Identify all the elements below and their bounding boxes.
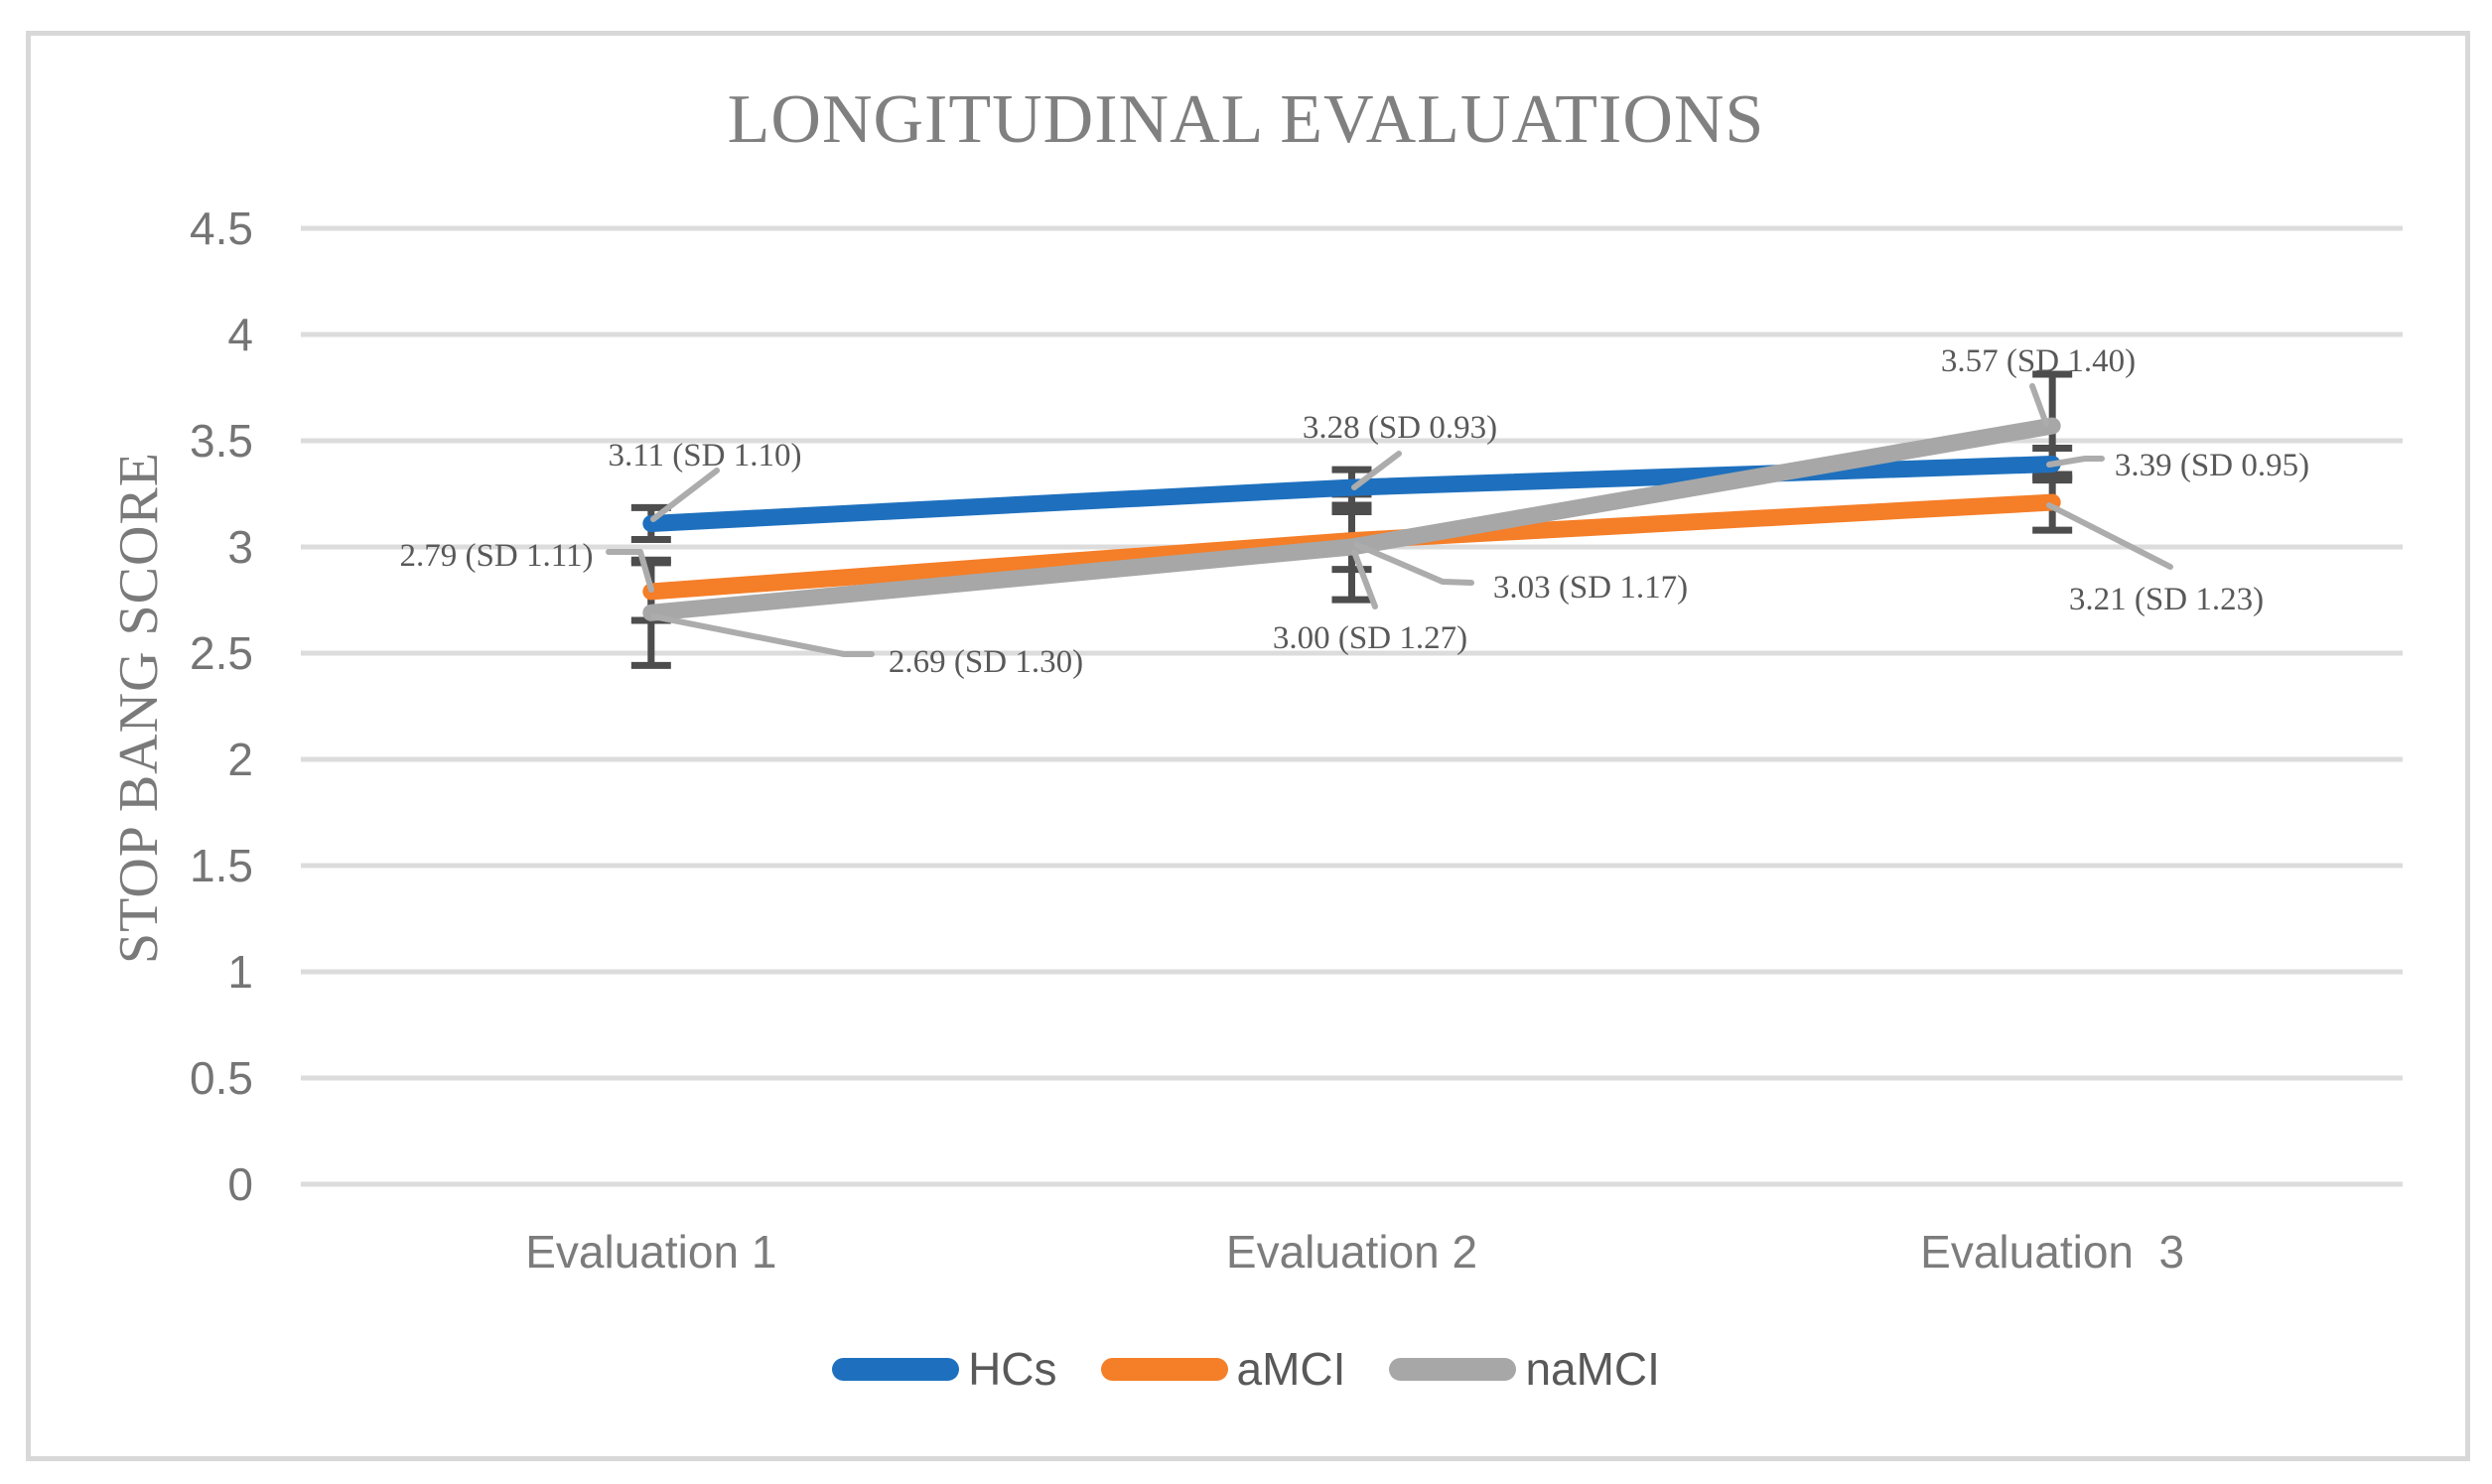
y-tick-label: 1 — [227, 946, 253, 998]
leader-line-naMCI — [1351, 549, 1378, 609]
legend-item-HCs: HCs — [832, 1343, 1057, 1395]
legend-swatch-naMCI — [1389, 1357, 1517, 1381]
data-label-aMCI: 2.79 (SD 1.11) — [400, 538, 594, 574]
y-tick-label: 1.5 — [190, 840, 253, 891]
legend-item-naMCI: naMCI — [1389, 1343, 1660, 1395]
data-label-HCs: 3.28 (SD 0.93) — [1303, 410, 1497, 446]
x-tick-label: Evaluation 3 — [1920, 1226, 2184, 1278]
y-tick-label: 4.5 — [190, 202, 253, 254]
data-label-aMCI: 3.03 (SD 1.17) — [1493, 570, 1688, 606]
legend-label-aMCI: aMCI — [1236, 1343, 1346, 1395]
y-tick-label: 0.5 — [190, 1052, 253, 1104]
x-tick-label: Evaluation 1 — [525, 1226, 776, 1278]
y-tick-label: 2.5 — [190, 627, 253, 679]
x-tick-label: Evaluation 2 — [1226, 1226, 1477, 1278]
y-tick-label: 3 — [227, 521, 253, 573]
legend: HCs aMCI naMCI — [0, 1346, 2492, 1392]
leader-line-HCs — [1351, 451, 1402, 490]
leader-line-naMCI — [2029, 383, 2049, 427]
data-label-naMCI: 3.00 (SD 1.27) — [1273, 620, 1467, 656]
y-tick-label: 4 — [227, 309, 253, 360]
y-tick-label: 3.5 — [190, 415, 253, 467]
chart-border — [26, 31, 2470, 1461]
data-label-naMCI: 3.57 (SD 1.40) — [1941, 343, 2136, 379]
y-tick-label: 2 — [227, 734, 253, 785]
legend-label-naMCI: naMCI — [1525, 1343, 1660, 1395]
legend-label-HCs: HCs — [968, 1343, 1057, 1395]
data-label-HCs: 3.39 (SD 0.95) — [2115, 448, 2309, 483]
leader-line-aMCI — [1354, 542, 1474, 586]
data-label-naMCI: 2.69 (SD 1.30) — [889, 644, 1083, 680]
leader-line-HCs — [2046, 456, 2105, 468]
series-line-naMCI — [642, 417, 2061, 621]
data-label-aMCI: 3.21 (SD 1.23) — [2069, 582, 2264, 617]
leader-line-aMCI — [2046, 502, 2173, 570]
leader-line-aMCI — [606, 549, 654, 593]
legend-swatch-aMCI — [1100, 1357, 1228, 1381]
legend-item-aMCI: aMCI — [1100, 1343, 1346, 1395]
data-label-HCs: 3.11 (SD 1.10) — [609, 438, 802, 473]
leader-line-naMCI — [650, 613, 875, 657]
y-tick-label: 0 — [227, 1158, 253, 1210]
leader-line-HCs — [650, 468, 720, 522]
chart-title: LONGITUDINAL EVALUATIONS — [727, 81, 1765, 158]
legend-swatch-HCs — [832, 1357, 960, 1381]
